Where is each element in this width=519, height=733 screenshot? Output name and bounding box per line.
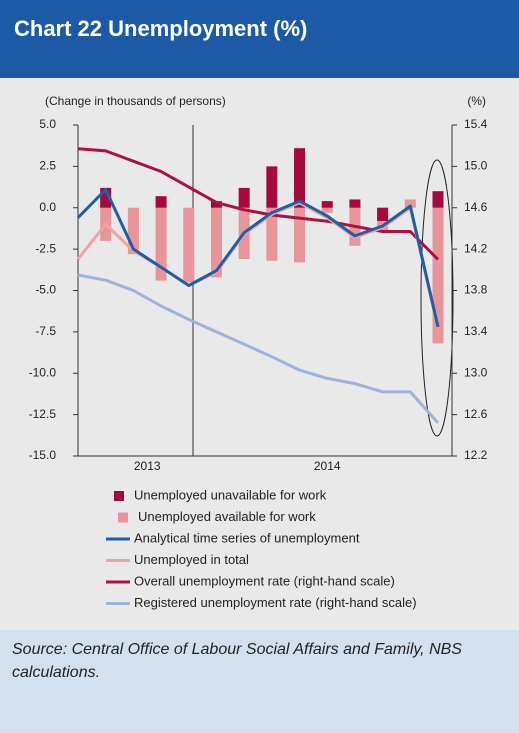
bar — [100, 187, 112, 208]
y-tick-label: -7.5 — [35, 324, 56, 338]
line — [77, 273, 440, 424]
y2-tick-label: 13.0 — [464, 365, 488, 379]
bar — [266, 207, 278, 261]
highlight-ellipse — [420, 159, 454, 437]
y-tick-label: 2.5 — [39, 159, 56, 173]
legend-label: Unemployed available for work — [138, 509, 316, 524]
y-tick-label: -12.5 — [29, 407, 57, 421]
y-tick-label: -10.0 — [29, 365, 57, 379]
y-tick-label: 0.0 — [39, 200, 56, 214]
bar — [127, 207, 139, 255]
legend-swatch — [118, 512, 128, 523]
source: Source: Central Office of Labour Social … — [12, 641, 462, 681]
legend-label: Analytical time series of unemployment — [134, 530, 360, 545]
legend-label: Unemployed in total — [134, 552, 249, 567]
bar — [238, 187, 250, 208]
bar — [432, 191, 444, 208]
x-group-label: 2014 — [314, 459, 341, 473]
header: Chart 22 Unemployment (%) — [0, 0, 519, 78]
bar — [294, 207, 306, 263]
y-tick-label: -15.0 — [29, 448, 57, 462]
y2-tick-label: 14.6 — [464, 200, 488, 214]
bar — [377, 207, 389, 221]
y-tick-label: -2.5 — [35, 241, 56, 255]
y2-tick-label: 14.2 — [464, 241, 488, 255]
legend-swatch — [114, 491, 124, 501]
y2-tick-label: 15.4 — [464, 117, 488, 131]
legend-label: Registered unemployment rate (right-hand… — [134, 595, 417, 610]
bar — [349, 199, 361, 208]
bar — [404, 199, 416, 208]
y2-tick-label: 15.0 — [464, 159, 488, 173]
bar — [294, 148, 306, 208]
chart-title: Chart 22 Unemployment (%) — [14, 16, 308, 41]
bar — [321, 207, 333, 213]
bar — [155, 207, 167, 281]
y-tick-label: -5.0 — [35, 283, 56, 297]
y2-axis-label: (%) — [467, 94, 486, 108]
y2-tick-label: 12.2 — [464, 448, 488, 462]
bar — [210, 201, 222, 208]
bar — [432, 207, 444, 344]
y2-tick-label: 12.6 — [464, 407, 488, 421]
bar — [183, 207, 195, 283]
chart: (Change in thousands of persons) (%) 5.0… — [29, 94, 488, 610]
bar — [266, 166, 278, 208]
y2-tick-label: 13.4 — [464, 324, 488, 338]
bar — [210, 207, 222, 278]
source-box: Source: Central Office of Labour Social … — [0, 630, 519, 733]
line — [76, 188, 440, 328]
bar — [155, 196, 167, 208]
y-tick-label: 5.0 — [39, 117, 56, 131]
bar — [321, 201, 333, 208]
legend-label: Overall unemployment rate (right-hand sc… — [134, 573, 395, 588]
y2-tick-label: 13.8 — [464, 283, 488, 297]
legend-label: Unemployed unavailable for work — [134, 487, 327, 502]
x-group-label: 2013 — [134, 459, 161, 473]
y-axis-label: (Change in thousands of persons) — [45, 94, 226, 108]
